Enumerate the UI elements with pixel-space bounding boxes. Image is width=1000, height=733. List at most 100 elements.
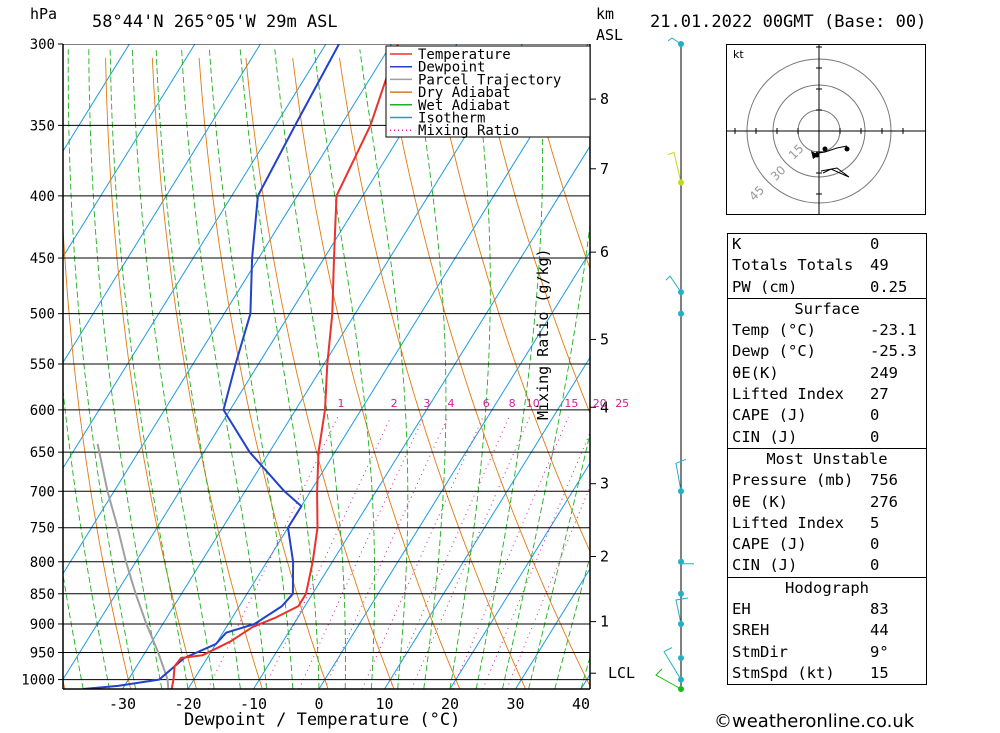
wet-adiabat-line — [181, 49, 268, 689]
pw-value: 0.25 — [870, 277, 908, 296]
stmspd-value: 15 — [870, 663, 889, 682]
wet-adiabat-line — [274, 49, 346, 689]
temperature-tick-label: 10 — [375, 695, 393, 713]
asl-label: ASL — [596, 26, 624, 44]
mixing-ratio-label: 25 — [615, 397, 629, 410]
km-tick-label: 2 — [600, 547, 609, 565]
dry-adiabat-line — [526, 57, 590, 271]
wind-barb — [667, 151, 682, 183]
pressure-tick-label: 850 — [30, 587, 55, 603]
isotherm-line — [515, 567, 590, 689]
isotherm-line — [449, 462, 590, 689]
most-unstable-title: Most Unstable — [728, 447, 926, 470]
temperature-line — [170, 44, 399, 689]
mixing-ratio-line — [482, 431, 590, 689]
km-tick-label: 8 — [600, 90, 609, 108]
k-index-label: K — [732, 235, 742, 253]
wet-adiabat-line — [475, 49, 544, 689]
mixing-ratio-label: 6 — [483, 397, 490, 410]
dry-adiabat-line — [245, 57, 395, 689]
mu-cape-row: CAPE (J) 0 — [728, 534, 926, 555]
surface-dewp-value: -25.3 — [870, 342, 917, 361]
pressure-tick-label: 600 — [30, 403, 55, 419]
surface-li-label: Lifted Index — [732, 385, 844, 404]
date-title: 21.01.2022 00GMT (Base: 00) — [650, 12, 927, 32]
stmdir-label: StmDir — [732, 642, 788, 661]
surface-temp-row: Temp (°C) -23.1 — [728, 320, 926, 341]
pressure-tick-label: 650 — [30, 445, 55, 461]
legend-label: Isotherm — [418, 111, 485, 127]
wind-barb — [655, 668, 682, 690]
pressure-tick-label: 350 — [30, 118, 55, 134]
mixing-ratio-label: 1 — [338, 397, 345, 410]
wet-adiabat-line — [501, 221, 590, 689]
wet-adiabat-line — [449, 49, 491, 689]
wet-adiabat-line — [109, 49, 189, 689]
legend-label: Mixing Ratio — [418, 123, 519, 139]
legend-label: Wet Adiabat — [418, 98, 511, 114]
wet-adiabat-line — [155, 49, 241, 689]
surface-cin-label: CIN (J) — [732, 427, 798, 446]
pressure-tick-label: 750 — [30, 521, 55, 537]
wind-level-dot — [678, 655, 684, 662]
legend-label: Dewpoint — [418, 60, 485, 76]
mu-li-row: Lifted Index 5 — [728, 513, 926, 534]
dry-adiabat-line — [339, 57, 527, 689]
wet-adiabat-line — [554, 554, 590, 689]
surface-title: Surface — [728, 297, 926, 320]
wind-barb — [675, 458, 687, 492]
surface-cape-label: CAPE (J) — [732, 406, 807, 425]
hodograph-chart: kt 15 30 45 — [726, 44, 926, 215]
mixing-ratio-label: 20 — [593, 397, 607, 410]
isotherm-line — [253, 145, 590, 689]
mu-cape-value: 0 — [870, 535, 880, 554]
surface-cape-row: CAPE (J) 0 — [728, 405, 926, 426]
wet-adiabat-line — [63, 571, 84, 689]
sreh-label: SREH — [732, 621, 770, 640]
wet-adiabat-line — [528, 431, 590, 689]
mu-li-label: Lifted Index — [732, 513, 844, 532]
isotherm-line — [63, 44, 327, 469]
wind-barb — [665, 275, 682, 293]
km-label: km — [596, 5, 615, 23]
sreh-value: 44 — [870, 621, 889, 640]
mixing-ratio-label: 8 — [509, 397, 516, 410]
surface-li-row: Lifted Index 27 — [728, 384, 926, 405]
totals-totals-value: 49 — [870, 256, 889, 275]
mu-cin-row: CIN (J) 0 — [728, 555, 926, 576]
mu-thetae-label: θE (K) — [732, 492, 788, 511]
temperature-tick-label: 0 — [314, 695, 323, 713]
km-tick-label: LCL — [608, 664, 635, 682]
surface-cin-row: CIN (J) 0 — [728, 427, 926, 448]
surface-thetae-row: θE(K) 249 — [728, 363, 926, 384]
pressure-tick-label: 950 — [30, 646, 55, 662]
totals-totals-label: Totals Totals — [732, 256, 854, 275]
km-tick-label: 7 — [600, 160, 609, 178]
isotherm-line — [63, 44, 130, 153]
mixing-ratio-label: 2 — [391, 397, 398, 410]
wet-adiabat-line — [67, 49, 137, 689]
sreh-row: SREH 44 — [728, 620, 926, 641]
dry-adiabat-line — [385, 57, 590, 688]
mixing-ratio-axis-title: Mixing Ratio (g/kg) — [534, 248, 552, 420]
wet-adiabat-line — [63, 386, 110, 689]
wind-level-dot — [678, 310, 684, 317]
wind-barb — [667, 37, 682, 45]
surface-li-value: 27 — [870, 385, 889, 404]
stmspd-row: StmSpd (kt) 15 — [728, 663, 926, 684]
k-index-value: 0 — [870, 235, 880, 253]
wet-adiabat-line — [359, 49, 409, 689]
pw-row: PW (cm) 0.25 — [728, 277, 926, 298]
legend-label: Temperature — [418, 47, 511, 63]
isotherm-line — [122, 44, 523, 689]
pw-label: PW (cm) — [732, 277, 798, 296]
isotherm-line — [63, 44, 196, 258]
mixing-ratio-label: 10 — [526, 397, 540, 410]
mu-cin-label: CIN (J) — [732, 556, 798, 575]
km-tick-label: 1 — [600, 613, 609, 631]
wind-level-dot — [678, 590, 684, 597]
surface-thetae-value: 249 — [870, 363, 898, 382]
km-tick-label: 6 — [600, 243, 609, 261]
